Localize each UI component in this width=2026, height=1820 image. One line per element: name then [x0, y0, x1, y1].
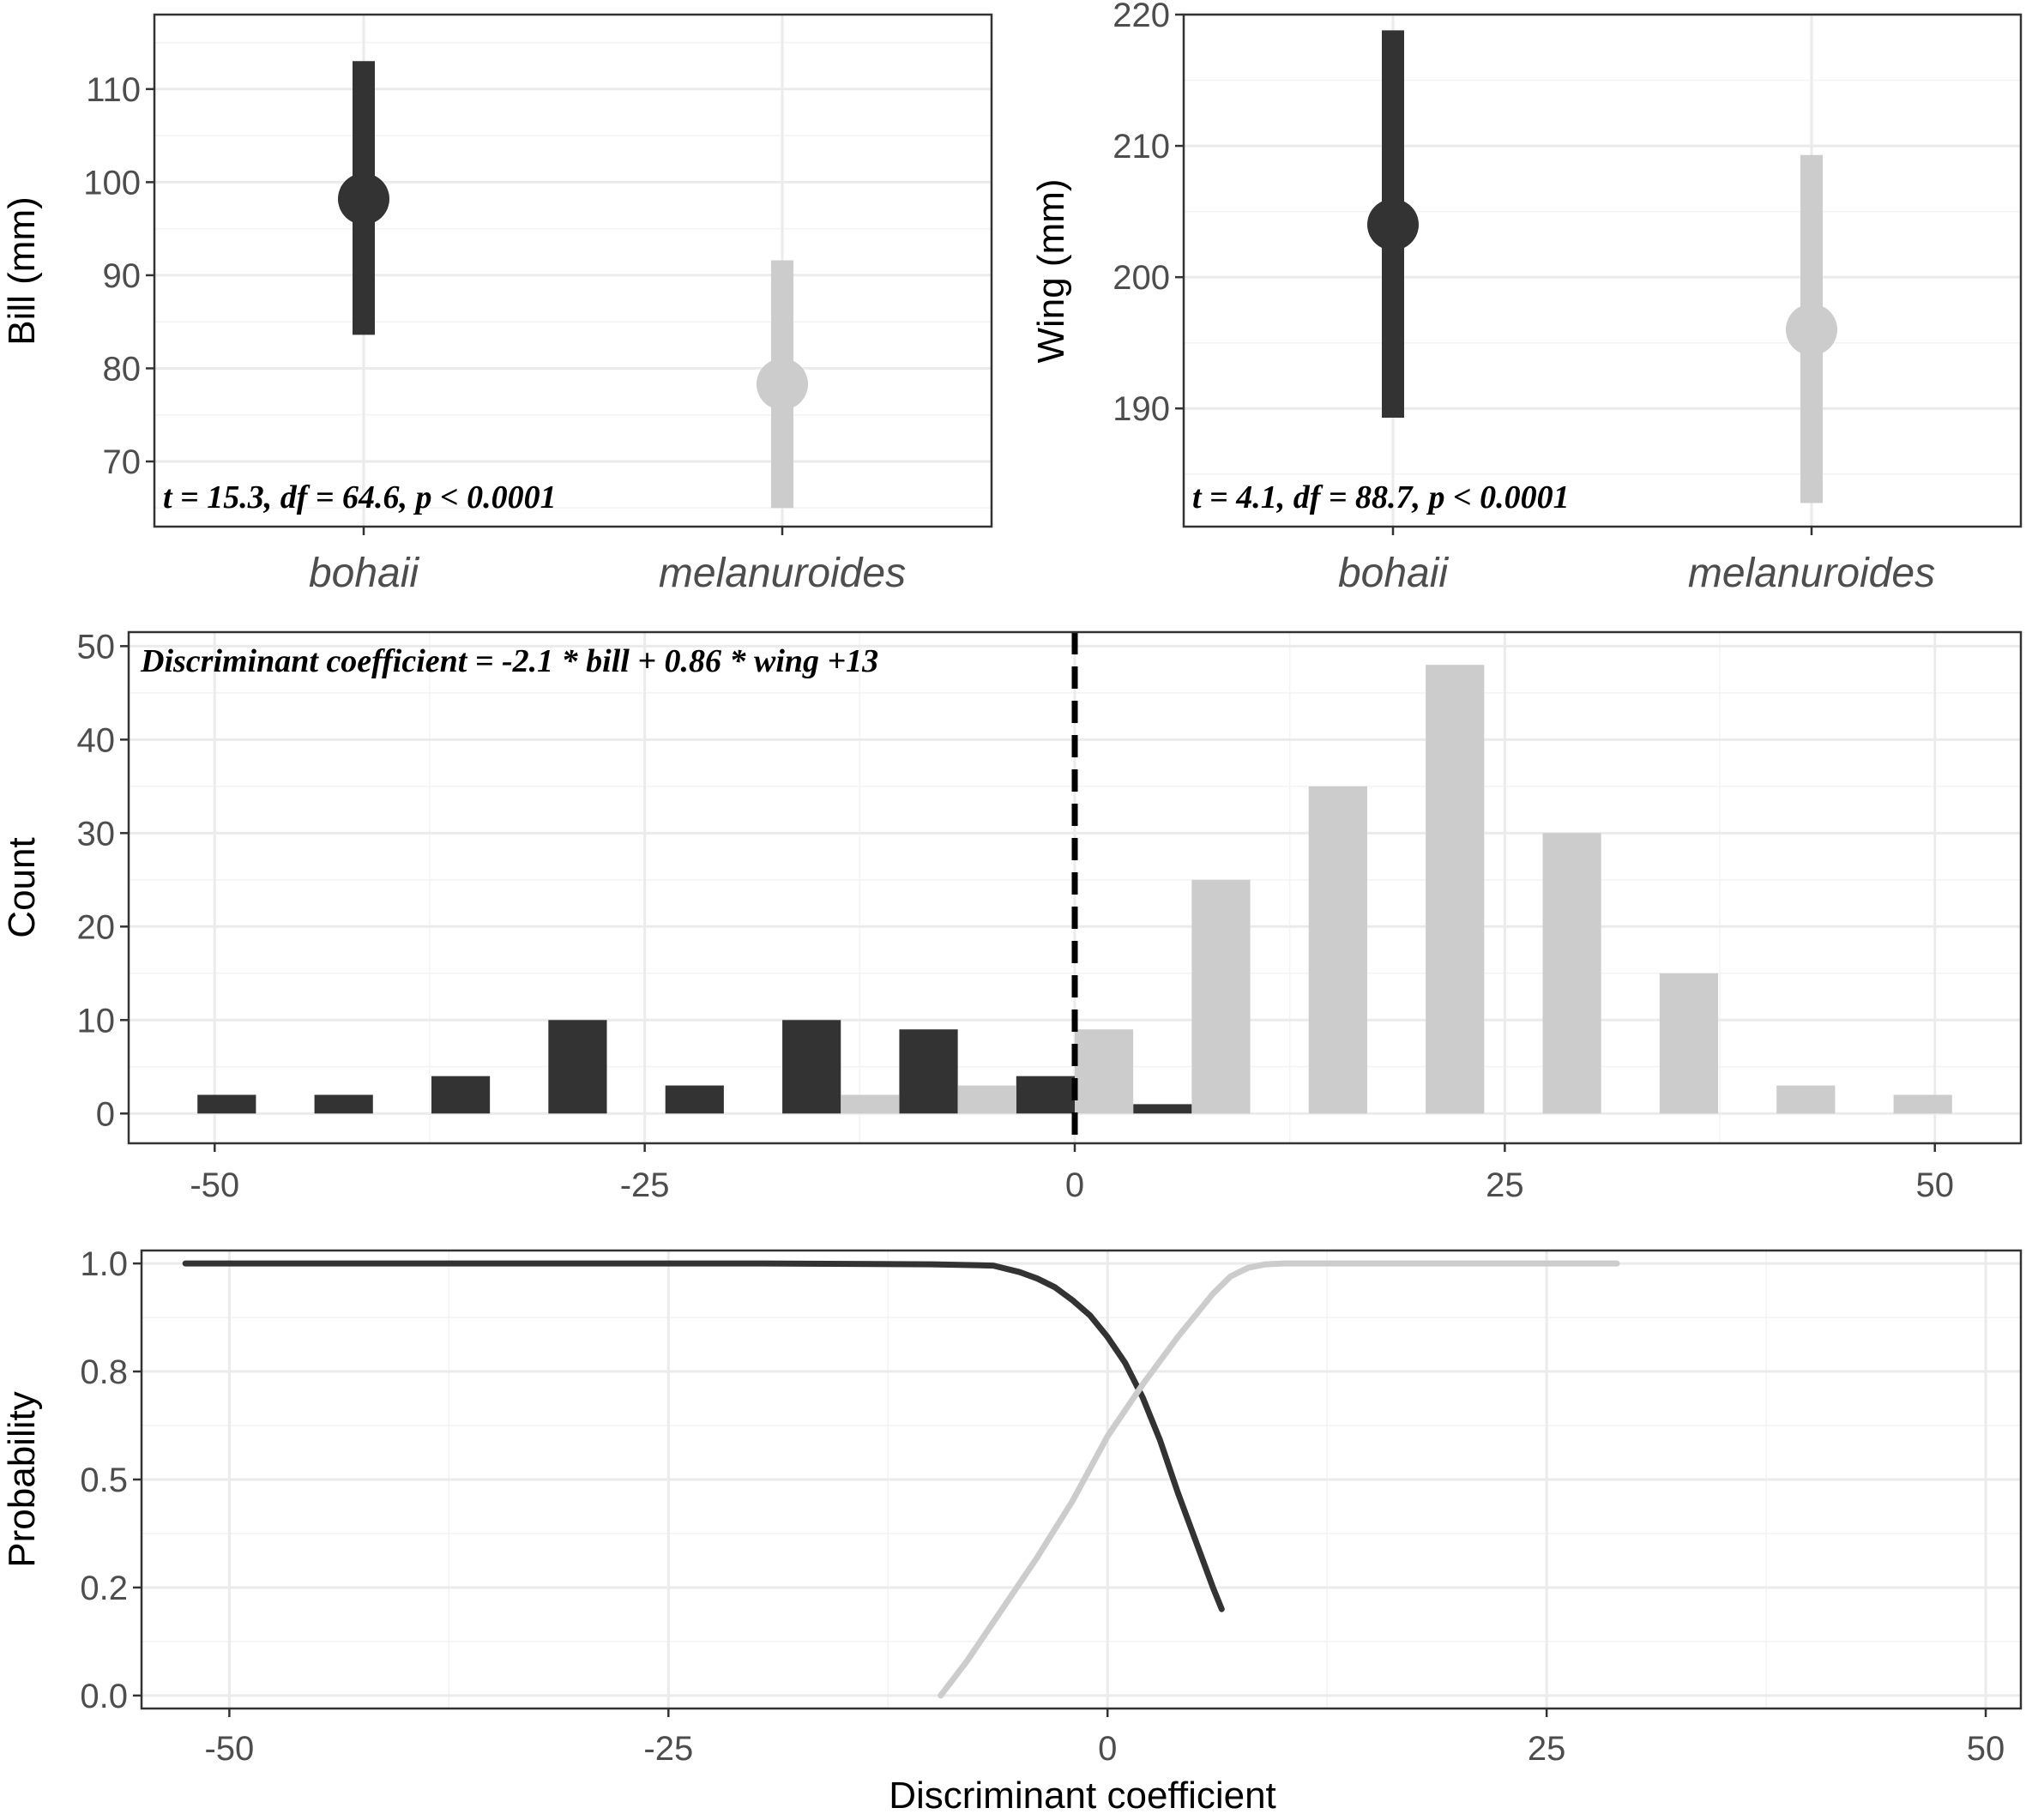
- histogram-bar-bohaii: [782, 1020, 841, 1114]
- histogram-bar-bohaii: [548, 1020, 607, 1114]
- wing-y-axis-title: Wing (mm): [1030, 178, 1072, 363]
- probability-x-axis-title: Discriminant coefficient: [889, 1775, 1276, 1817]
- wing-y-tick-label: 190: [1112, 390, 1170, 428]
- probability-line-melanuroides: [938, 1260, 1620, 1699]
- wing-y-tick-label: 210: [1112, 128, 1170, 166]
- probability-y-tick-label: 1.0: [80, 1245, 128, 1283]
- histogram-x-tick-label: -25: [620, 1166, 670, 1204]
- wing-marks: [1367, 30, 1837, 503]
- bill-x-tick-label-bohaii: bohaii: [309, 551, 419, 596]
- histogram-bars: [197, 665, 1952, 1114]
- histogram-bar-bohaii: [899, 1029, 958, 1114]
- probability-y-tick-label: 0.2: [80, 1570, 128, 1607]
- bill-panel-border: [153, 13, 993, 528]
- histogram-bar-bohaii: [1133, 1104, 1192, 1114]
- probability-x-tick-label: 50: [1967, 1730, 2005, 1768]
- bill-y-axis-title: Bill (mm): [1, 196, 43, 346]
- wing-mean-point-melanuroides: [1786, 304, 1837, 356]
- histogram-x-tick-label: -50: [190, 1166, 239, 1204]
- histogram-bar-melanuroides: [1191, 879, 1251, 1114]
- panel-probability: -50 -25 0 25 50 0.0 0.2 0.5 0.8 1.0 Discriminant …: [1, 1245, 2023, 1817]
- histogram-bar-melanuroides: [1776, 1085, 1836, 1114]
- bill-y-tick-label: 70: [103, 443, 142, 481]
- histogram-y-tick-label: 10: [77, 1002, 116, 1040]
- histogram-bar-melanuroides: [1893, 1094, 1952, 1114]
- bill-grid: [154, 15, 992, 527]
- probability-x-tick-label: -25: [643, 1730, 693, 1768]
- wing-grid: [1184, 13, 2021, 527]
- histogram-bar-bohaii: [665, 1085, 724, 1114]
- bill-annotation: t = 15.3, df = 64.6, p < 0.0001: [163, 479, 557, 515]
- histogram-bar-melanuroides: [1542, 833, 1601, 1114]
- histogram-y-tick-label: 40: [77, 721, 116, 759]
- probability-grid: [142, 1250, 2021, 1709]
- histogram-bar-melanuroides: [841, 1094, 900, 1114]
- bill-y-tick-label: 80: [103, 350, 142, 388]
- wing-mean-point-bohaii: [1367, 198, 1419, 250]
- bill-y-tick-label: 90: [103, 257, 142, 295]
- bill-x-tick-label-melanuroides: melanuroides: [659, 551, 906, 596]
- panel-wing: 190 200 210 220 bohaii melanuroides t = 4.1, …: [1030, 0, 2023, 596]
- histogram-bar-melanuroides: [957, 1085, 1016, 1114]
- histogram-y-tick-label: 30: [77, 815, 116, 853]
- probability-axes: -50 -25 0 25 50 0.0 0.2 0.5 0.8 1.0: [80, 1245, 2005, 1768]
- histogram-bar-bohaii: [431, 1076, 491, 1114]
- wing-axes: 190 200 210 220 bohaii melanuroides: [1112, 0, 1935, 596]
- probability-y-tick-label: 0.8: [80, 1353, 128, 1391]
- histogram-y-tick-label: 0: [96, 1095, 115, 1133]
- probability-x-tick-label: 25: [1528, 1730, 1566, 1768]
- bill-mean-point-melanuroides: [757, 358, 808, 410]
- bill-axes: 70 80 90 100 110 bohaii melanuroides: [83, 71, 906, 596]
- histogram-y-tick-label: 20: [77, 908, 116, 946]
- histogram-x-tick-label: 50: [1915, 1166, 1954, 1204]
- histogram-y-tick-label: 50: [77, 628, 116, 666]
- bill-marks: [338, 61, 808, 509]
- histogram-bar-melanuroides: [1308, 786, 1367, 1114]
- probability-x-tick-label: -50: [204, 1730, 254, 1768]
- histogram-axes: -50 -25 0 25 50 0 10 20 30 40 50: [77, 628, 1954, 1204]
- histogram-y-axis-title: Count: [1, 837, 43, 937]
- histogram-bar-bohaii: [197, 1094, 256, 1114]
- histogram-bar-melanuroides: [1659, 973, 1719, 1114]
- probability-y-axis-title: Probability: [1, 1391, 43, 1567]
- probability-line-bohaii: [182, 1260, 1225, 1612]
- bill-y-tick-label: 100: [83, 164, 141, 202]
- histogram-x-tick-label: 0: [1065, 1166, 1084, 1204]
- wing-x-tick-label-bohaii: bohaii: [1338, 551, 1449, 596]
- histogram-bar-melanuroides: [1426, 665, 1485, 1114]
- wing-panel-border: [1182, 13, 2023, 528]
- probability-y-tick-label: 0.0: [80, 1678, 128, 1715]
- wing-annotation: t = 4.1, df = 88.7, p < 0.0001: [1192, 479, 1570, 515]
- panel-bill: 70 80 90 100 110 bohaii melanuroides t = 15.3,…: [1, 13, 993, 596]
- probability-lines: [182, 1260, 1620, 1699]
- histogram-bar-bohaii: [1016, 1076, 1075, 1114]
- wing-y-tick-label: 200: [1112, 259, 1170, 297]
- histogram-x-tick-label: 25: [1486, 1166, 1524, 1204]
- probability-y-tick-label: 0.5: [80, 1461, 128, 1499]
- panel-histogram: -50 -25 0 25 50 0 10 20 30 40 50 Discriminant coef…: [1, 628, 2023, 1204]
- histogram-bar-melanuroides: [1075, 1029, 1134, 1114]
- histogram-annotation: Discriminant coefficient = -2.1 * bill +…: [140, 643, 878, 679]
- wing-x-tick-label-melanuroides: melanuroides: [1688, 551, 1935, 596]
- histogram-bar-bohaii: [314, 1094, 373, 1114]
- probability-x-tick-label: 0: [1098, 1730, 1117, 1768]
- bill-mean-point-bohaii: [338, 172, 389, 225]
- wing-y-tick-label: 220: [1112, 0, 1170, 34]
- bill-y-tick-label: 110: [86, 71, 141, 109]
